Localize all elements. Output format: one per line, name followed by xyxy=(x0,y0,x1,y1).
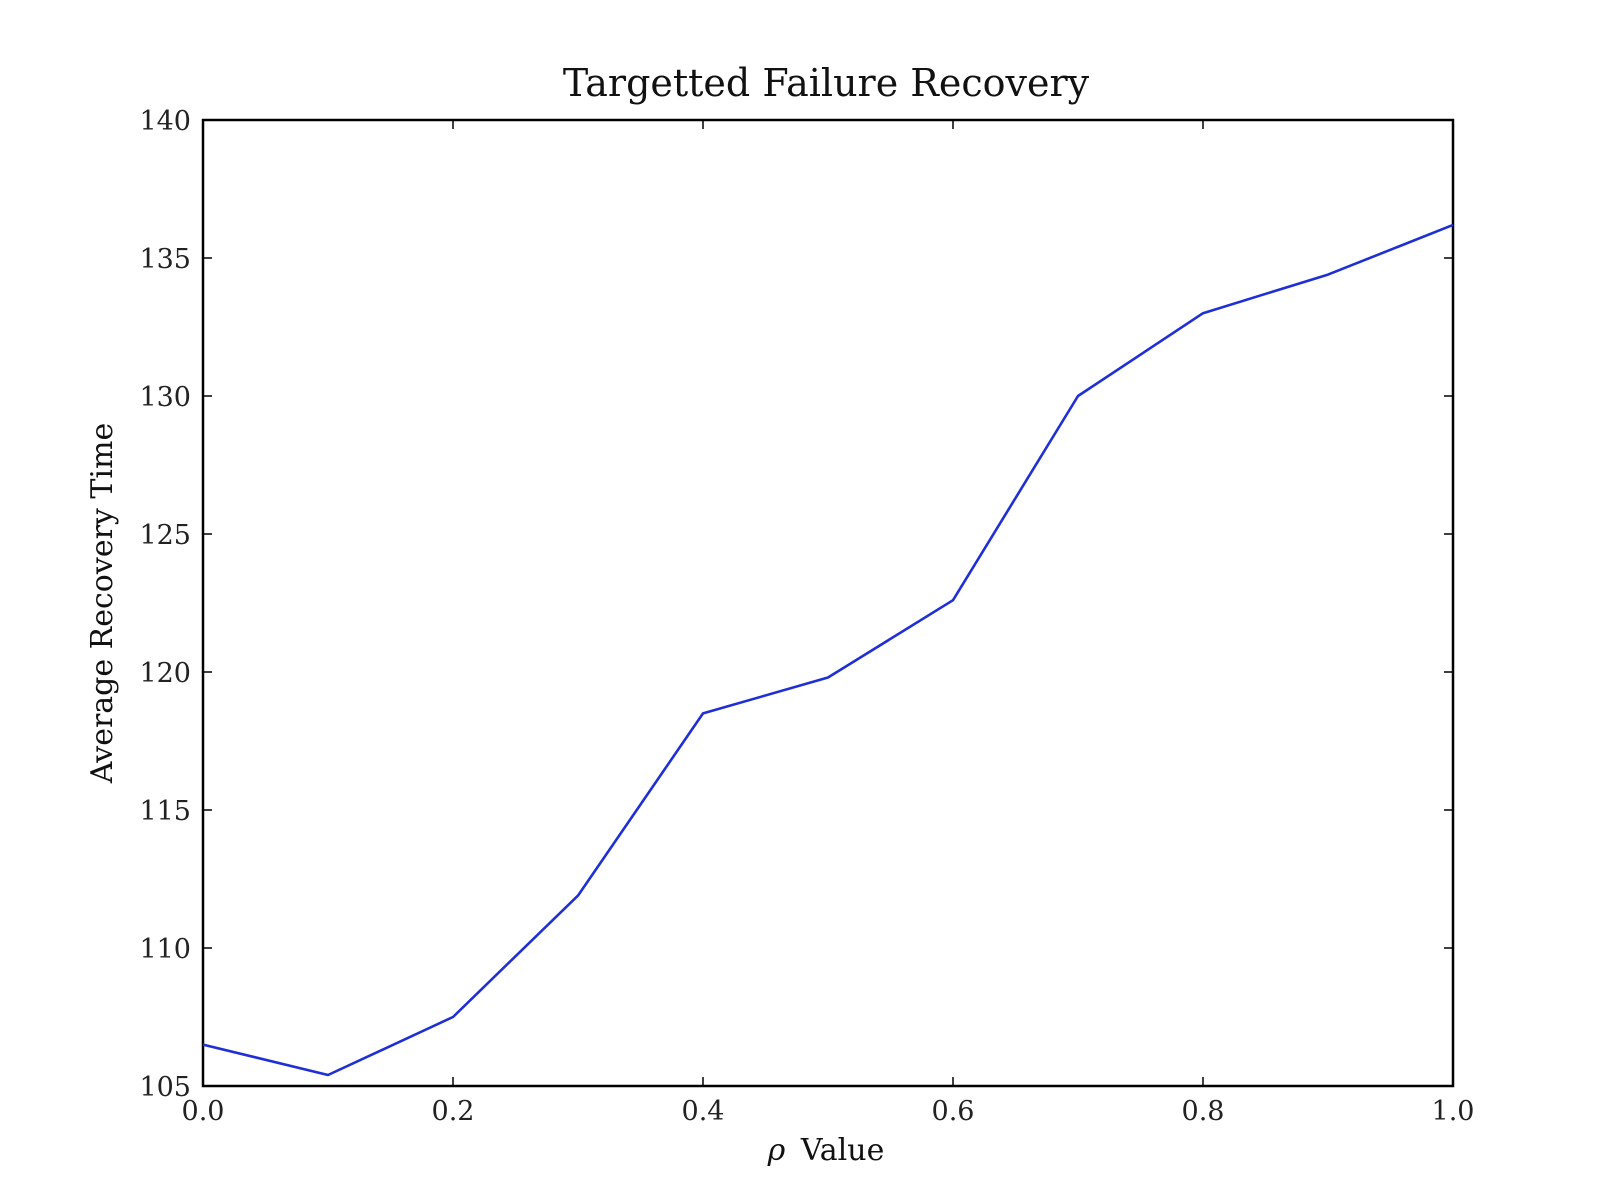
x-tick-label: 0.2 xyxy=(432,1096,475,1127)
data-point xyxy=(1076,394,1080,398)
series-line-0 xyxy=(202,223,1454,1077)
x-tick-label: 0.8 xyxy=(1182,1096,1225,1127)
data-point xyxy=(1326,273,1330,277)
data-point xyxy=(201,1043,205,1047)
x-tick-label: 0.6 xyxy=(932,1096,975,1127)
chart-title: Targetted Failure Recovery xyxy=(563,61,1090,105)
data-point xyxy=(1451,223,1455,227)
data-point xyxy=(826,676,830,680)
data-point xyxy=(576,894,580,898)
ticks xyxy=(202,119,1454,1087)
y-tick-label: 130 xyxy=(139,382,191,413)
y-tick-label: 140 xyxy=(139,106,191,137)
tick-labels: 0.0 0.2 0.4 0.6 0.8 1.0 105 110 115 120 125 130 135 1… xyxy=(139,106,1474,1127)
plot-frame xyxy=(201,118,1455,1088)
y-tick-label: 125 xyxy=(139,520,191,551)
x-axis-label-text: Value xyxy=(800,1133,884,1168)
y-tick-label: 135 xyxy=(139,244,191,275)
series-layer xyxy=(201,223,1455,1077)
data-point xyxy=(451,1015,455,1019)
y-axis-label: Average Recovery Time xyxy=(85,423,120,784)
y-tick-label: 115 xyxy=(139,796,191,827)
x-axis-label-symbol: ρ xyxy=(767,1133,786,1168)
y-tick-label: 110 xyxy=(139,934,191,965)
x-tick-label: 1.0 xyxy=(1432,1096,1475,1127)
x-axis-label: ρ Value xyxy=(767,1133,885,1168)
y-tick-label: 120 xyxy=(139,658,191,689)
y-tick-label: 105 xyxy=(139,1072,191,1103)
data-point xyxy=(701,711,705,715)
data-point xyxy=(326,1073,330,1077)
data-point xyxy=(951,598,955,602)
x-tick-label: 0.0 xyxy=(182,1096,225,1127)
data-point xyxy=(1201,311,1205,315)
x-tick-label: 0.4 xyxy=(682,1096,725,1127)
